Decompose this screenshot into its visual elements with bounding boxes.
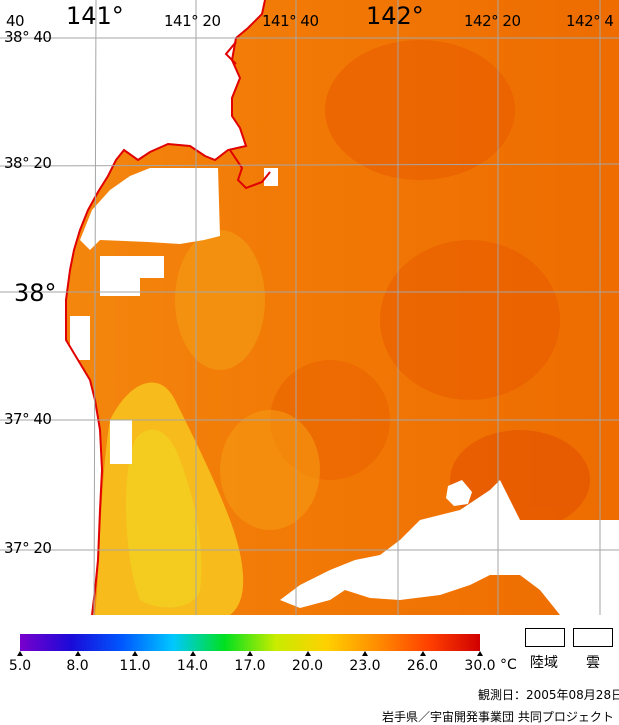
colorbar-tick-mark bbox=[189, 651, 196, 656]
colorbar-tick-mark bbox=[362, 651, 368, 656]
colorbar-tick-label: 14.0 bbox=[176, 658, 209, 674]
lon-label-141-20: 141° 20 bbox=[164, 12, 221, 30]
colorbar-tick-label: 20.0 bbox=[291, 658, 324, 674]
colorbar-tick-mark bbox=[419, 651, 426, 656]
colorbar-tick-mark bbox=[304, 651, 311, 656]
lon-label-140-40: 40 bbox=[6, 12, 25, 30]
lat-label-38-40: 38° 40 bbox=[4, 28, 52, 46]
colorbar-tick-label: 26.0 bbox=[406, 658, 439, 674]
lon-label-142-40: 142° 4 bbox=[566, 12, 614, 30]
project-credit: 岩手県／宇宙開発事業団 共同プロジェクト bbox=[382, 710, 614, 724]
colorbar-tick-mark bbox=[247, 651, 253, 656]
temperature-colorbar bbox=[20, 634, 480, 651]
colorbar-tick-label: 8.0 bbox=[66, 658, 89, 674]
colorbar-tick-mark bbox=[477, 651, 483, 656]
lon-label-142-20: 142° 20 bbox=[464, 12, 521, 30]
lon-label-141: 141° bbox=[66, 2, 124, 30]
colorbar-tick-label: 5.0 bbox=[8, 658, 32, 674]
lat-label-37-20: 37° 20 bbox=[4, 539, 52, 557]
cloud-legend-swatch bbox=[573, 628, 613, 647]
lat-label-38: 38° bbox=[14, 279, 57, 307]
colorbar-tick-mark bbox=[74, 651, 81, 656]
graticule bbox=[0, 0, 619, 616]
colorbar-tick-label: 23.0 bbox=[349, 658, 381, 674]
land-legend-label: 陸域 bbox=[530, 655, 558, 671]
colorbar-unit: °C bbox=[500, 657, 517, 673]
observation-date: 観測日：2005年08月28日 bbox=[478, 688, 619, 702]
cloud-legend-label: 雲 bbox=[586, 655, 600, 671]
lon-label-142: 142° bbox=[366, 2, 424, 30]
colorbar-tick-label: 30.0 bbox=[464, 658, 496, 674]
land-legend-swatch bbox=[525, 628, 565, 647]
lat-label-37-40: 37° 40 bbox=[4, 410, 52, 428]
colorbar-tick-label: 17.0 bbox=[234, 658, 266, 674]
colorbar-tick-mark bbox=[17, 651, 23, 656]
lat-label-38-20: 38° 20 bbox=[4, 154, 52, 172]
warm-patches bbox=[270, 40, 590, 530]
colorbar-tick-label: 11.0 bbox=[119, 658, 151, 674]
colorbar-tick-mark bbox=[132, 651, 138, 656]
lon-label-141-40: 141° 40 bbox=[262, 12, 319, 30]
land-areas bbox=[0, 0, 619, 615]
coastal-plume bbox=[95, 230, 320, 615]
